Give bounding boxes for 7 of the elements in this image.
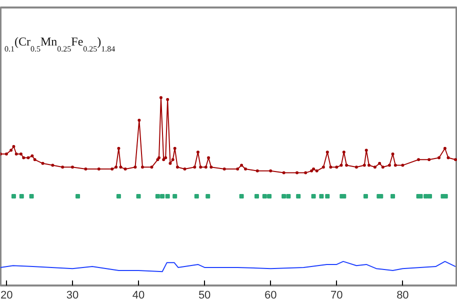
x-tick-label: 70 (330, 290, 343, 302)
x-tick-label: 40 (132, 290, 145, 302)
x-tick-label: 20 (0, 290, 13, 302)
x-tick-label: 60 (264, 290, 277, 302)
x-tick-label: 50 (198, 290, 211, 302)
x-tick-label: 80 (396, 290, 409, 302)
x-tick-label: 30 (66, 290, 79, 302)
